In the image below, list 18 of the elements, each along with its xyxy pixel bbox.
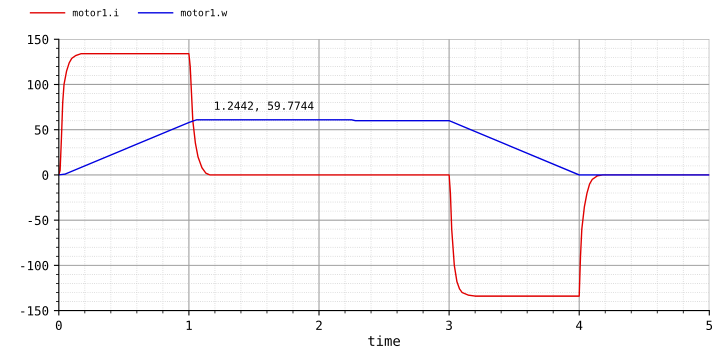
y-tick-label: 100: [28, 80, 48, 90]
legend-label: motor1.w: [180, 9, 228, 16]
x-tick-label: 5: [706, 320, 712, 330]
y-tick-label: 0: [42, 170, 48, 180]
y-tick-label: 150: [28, 34, 48, 44]
y-tick-label: -100: [21, 260, 48, 270]
x-axis-title: time: [368, 335, 400, 346]
x-tick-label: 3: [446, 320, 452, 330]
y-tick-label: 50: [34, 125, 48, 135]
x-tick-label: 1: [186, 320, 192, 330]
annotation: 1.2442, 59.7744: [215, 102, 314, 112]
legend-label: motor1.i: [72, 8, 118, 16]
x-tick-label: 2: [316, 320, 322, 330]
x-tick-label: 0: [56, 320, 62, 330]
line-series: [58, 119, 710, 176]
x-tick-label: 4: [576, 320, 582, 330]
y-tick-label: -50: [28, 216, 48, 226]
y-tick-label: -150: [21, 306, 48, 316]
